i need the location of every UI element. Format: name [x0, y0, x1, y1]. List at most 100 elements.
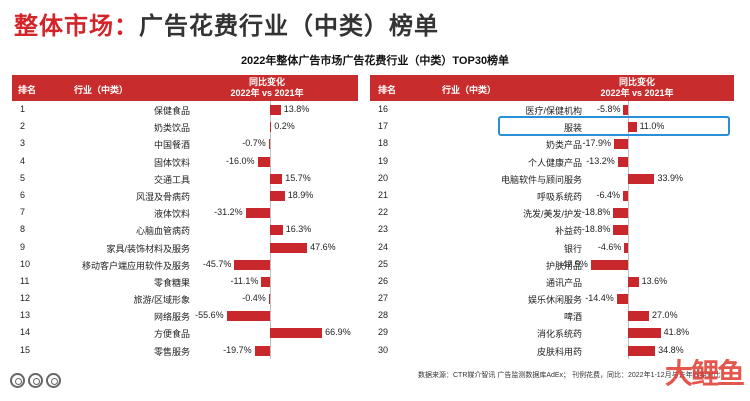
value-bar — [261, 276, 270, 287]
value-bar — [590, 259, 628, 270]
table-panel-right: 排名 行业（中类） 同比变化 2022年 vs 2021年 16 医疗/保健机构 -… — [370, 75, 734, 359]
table-row: 16 医疗/保健机构 -5.8% — [370, 101, 734, 118]
header-rank: 排名 — [18, 85, 37, 95]
table-row: 18 奶类产品 -17.9% — [370, 135, 734, 152]
value-label: -16.0% — [226, 155, 255, 166]
value-bar — [623, 105, 628, 115]
value-label: -55.6% — [195, 310, 224, 321]
table-row: 3 中国餐酒 -0.7% — [12, 135, 358, 152]
industry-label: 交通工具 — [153, 174, 190, 185]
value-label: -18.8% — [581, 207, 611, 218]
table-row: 15 零售服务 -19.7% — [12, 342, 358, 359]
industry-label: 娱乐休闲服务 — [527, 295, 582, 306]
value-label: 11.0% — [639, 121, 665, 132]
table-row: 17 服装 11.0% — [370, 118, 734, 135]
value-bar — [270, 190, 285, 201]
table-row: 22 洗发/美发/护发 -18.8% — [370, 204, 734, 221]
table-row: 7 液体饮料 -31.2% — [12, 204, 358, 221]
table-row: 25 护肤用品 -47.5% — [370, 256, 734, 273]
table-row: 10 移动客户端应用软件及服务 -45.7% — [12, 256, 358, 273]
table-row: 27 娱乐休闲服务 -14.4% — [370, 290, 734, 307]
industry-label: 消化系统药 — [536, 329, 582, 340]
value-label: -4.6% — [597, 241, 622, 252]
value-label: 13.8% — [283, 104, 310, 114]
rank-label: 26 — [378, 275, 389, 286]
industry-label: 啤酒 — [563, 312, 582, 323]
table-rows-left: 1 保健食品 13.8% 2 奶类饮品 0.2% 3 中国餐酒 -0.7% 4 固体饮料 -16.0%… — [12, 101, 358, 359]
logo-rings — [10, 373, 61, 388]
value-label: 33.9% — [657, 172, 683, 183]
header-change-line2: 2022年 vs 2021年 — [230, 88, 304, 98]
table-row: 28 啤酒 27.0% — [370, 307, 734, 324]
industry-label: 液体饮料 — [153, 209, 190, 220]
rank-label: 27 — [378, 293, 389, 304]
industry-label: 医疗/保健机构 — [525, 106, 582, 116]
value-bar — [257, 156, 270, 167]
rank-label: 9 — [20, 241, 26, 252]
industry-label: 奶类饮品 — [153, 123, 190, 134]
value-bar — [624, 242, 628, 253]
industry-label: 保健食品 — [153, 106, 190, 116]
value-bar — [614, 139, 628, 150]
industry-label: 零售服务 — [153, 346, 190, 357]
rank-label: 15 — [20, 344, 31, 355]
value-bar — [245, 208, 270, 219]
rank-label: 16 — [378, 104, 389, 114]
value-bar — [234, 259, 270, 270]
header-rank: 排名 — [378, 85, 397, 95]
value-bar — [617, 156, 628, 167]
header-industry: 行业（中类） — [74, 85, 129, 95]
value-bar — [613, 208, 628, 219]
industry-label: 服装 — [563, 123, 582, 134]
source-note: 数据来源：CTR媒介智讯 广告监测数据库AdEx； 刊例花费，同比：2022年1… — [418, 372, 721, 379]
header-change: 同比变化 2022年 vs 2021年 — [582, 77, 692, 99]
table-row: 4 固体饮料 -16.0% — [12, 153, 358, 170]
table-row: 13 网络服务 -55.6% — [12, 307, 358, 324]
value-label: -14.4% — [585, 293, 614, 304]
rank-label: 23 — [378, 224, 389, 235]
rank-label: 22 — [378, 207, 389, 218]
table-row: 6 风湿及骨病药 18.9% — [12, 187, 358, 204]
value-label: 27.0% — [652, 310, 678, 321]
value-bar — [628, 122, 637, 133]
rank-label: 13 — [20, 310, 31, 321]
table-row: 2 奶类饮品 0.2% — [12, 118, 358, 135]
rank-label: 11 — [20, 275, 30, 286]
value-label: -17.9% — [582, 138, 612, 149]
table-row: 24 银行 -4.6% — [370, 239, 734, 256]
table-row: 1 保健食品 13.8% — [12, 101, 358, 118]
rank-label: 4 — [20, 155, 26, 166]
value-label: -19.7% — [223, 344, 252, 355]
table-row: 5 交通工具 15.7% — [12, 170, 358, 187]
table-row: 14 方便食品 66.9% — [12, 324, 358, 341]
rank-label: 20 — [378, 172, 389, 183]
rank-label: 7 — [20, 207, 26, 218]
rank-label: 24 — [378, 241, 389, 252]
value-label: 34.8% — [658, 344, 684, 355]
rank-label: 1 — [20, 104, 26, 114]
value-bar — [613, 225, 628, 236]
table-row: 23 补益药 -18.8% — [370, 221, 734, 238]
value-bar — [268, 139, 270, 150]
value-bar — [270, 173, 283, 184]
highlight-box — [498, 116, 730, 137]
logo-ring-icon — [10, 373, 25, 388]
value-bar — [254, 345, 270, 356]
industry-label: 网络服务 — [153, 312, 190, 323]
rank-label: 28 — [378, 310, 389, 321]
value-label: -11.1% — [230, 275, 259, 286]
value-bar — [270, 122, 272, 133]
industry-label: 固体饮料 — [153, 157, 190, 168]
rank-label: 19 — [378, 155, 389, 166]
value-bar — [268, 294, 270, 305]
rank-label: 17 — [378, 121, 389, 132]
value-bar — [628, 311, 650, 322]
value-label: 41.8% — [663, 327, 690, 338]
table-row: 26 通讯产品 13.6% — [370, 273, 734, 290]
industry-label: 奶类产品 — [545, 140, 582, 151]
logo-ring-icon — [46, 373, 61, 388]
watermark-logo: 大鲤鱼 — [665, 358, 745, 389]
rank-label: 6 — [20, 189, 26, 200]
industry-label: 旅游/区域形象 — [133, 295, 190, 306]
table-row: 9 家具/装饰材料及服务 47.6% — [12, 239, 358, 256]
